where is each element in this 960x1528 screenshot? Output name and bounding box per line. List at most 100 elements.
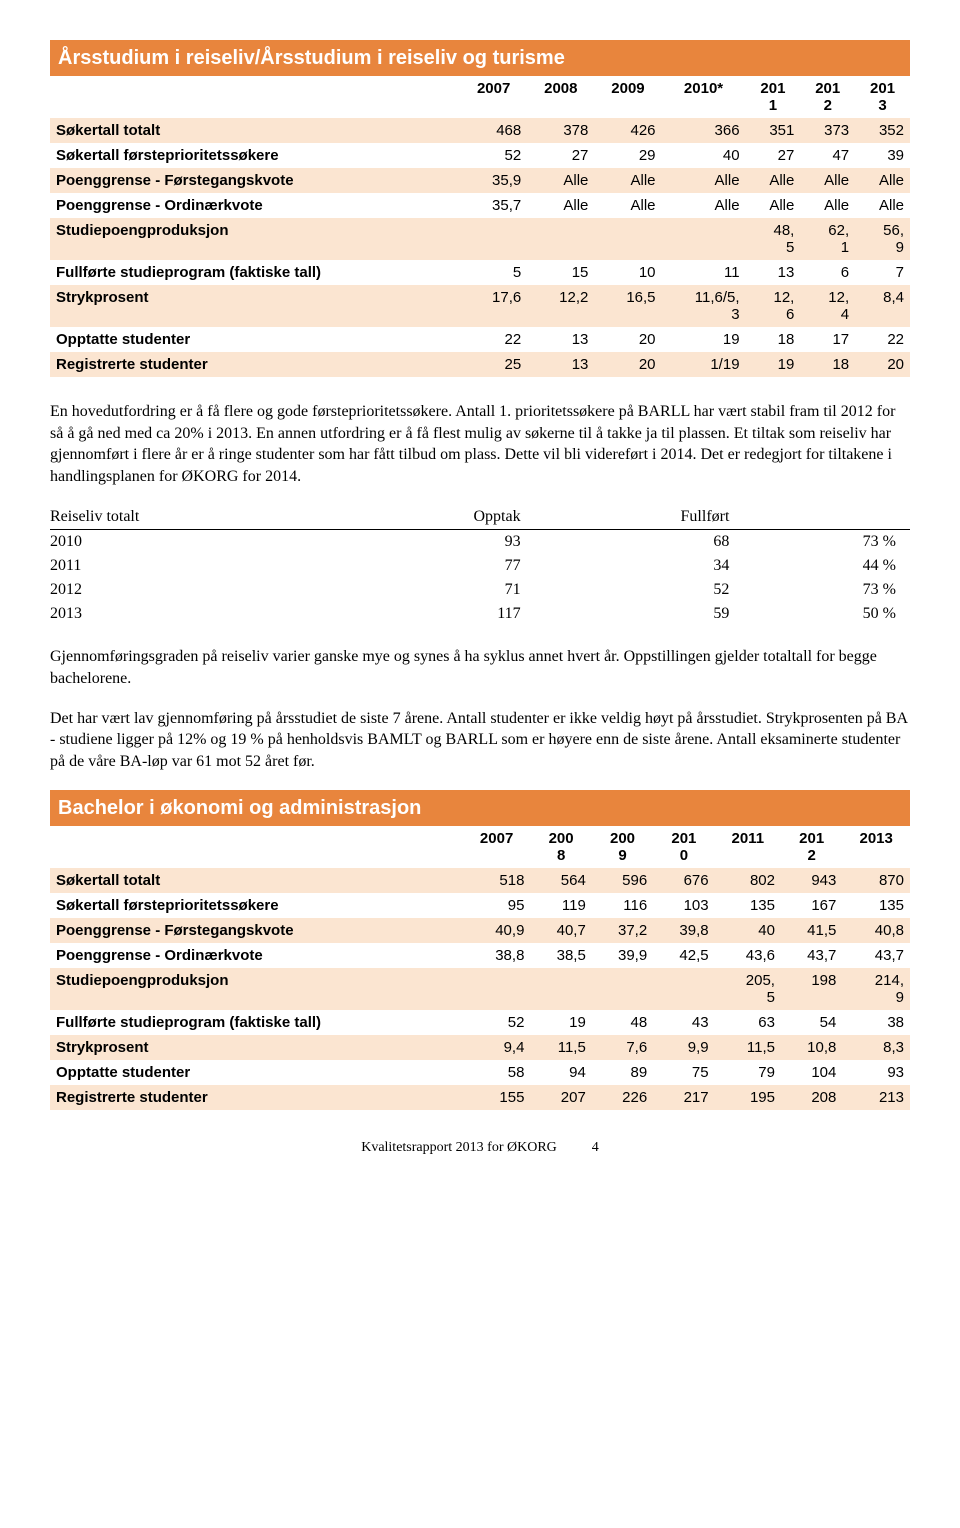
cell: 56, 9 bbox=[855, 218, 910, 260]
table-row: Fullførte studieprogram (faktiske tall)5… bbox=[50, 1010, 910, 1035]
footer-text: Kvalitetsrapport 2013 for ØKORG bbox=[361, 1140, 557, 1155]
row-label: Poenggrense - Ordinærkvote bbox=[50, 943, 463, 968]
table1-header-2012: 201 2 bbox=[800, 76, 855, 118]
cell: Alle bbox=[800, 193, 855, 218]
cell: 35,7 bbox=[460, 193, 527, 218]
paragraph-lav-gjennomforing: Det har vært lav gjennomføring på årsstu… bbox=[50, 708, 910, 773]
cell: 8,4 bbox=[855, 285, 910, 327]
table-row: 2012715273 % bbox=[50, 578, 910, 602]
table-row: Søkertall førsteprioritetssøkere95119116… bbox=[50, 893, 910, 918]
cell: 2012 bbox=[50, 578, 331, 602]
row-label: Søkertall totalt bbox=[50, 118, 460, 143]
cell: 18 bbox=[746, 327, 801, 352]
cell: 79 bbox=[715, 1060, 781, 1085]
cell: 518 bbox=[463, 868, 531, 893]
cell: 18 bbox=[800, 352, 855, 377]
cell: 75 bbox=[653, 1060, 714, 1085]
small-h2: Fullført bbox=[535, 505, 744, 530]
cell: 94 bbox=[530, 1060, 591, 1085]
cell: 73 % bbox=[743, 530, 910, 555]
table1-header-2011: 201 1 bbox=[746, 76, 801, 118]
cell bbox=[530, 968, 591, 1010]
cell: 135 bbox=[715, 893, 781, 918]
row-label: Fullførte studieprogram (faktiske tall) bbox=[50, 1010, 463, 1035]
table2-header-2011: 2011 bbox=[715, 826, 781, 868]
cell: 29 bbox=[594, 143, 661, 168]
table2-title: Bachelor i økonomi og administrasjon bbox=[50, 790, 910, 826]
cell: 58 bbox=[463, 1060, 531, 1085]
cell: 93 bbox=[842, 1060, 910, 1085]
row-label: Fullførte studieprogram (faktiske tall) bbox=[50, 260, 460, 285]
page-footer: Kvalitetsrapport 2013 for ØKORG 4 bbox=[50, 1140, 910, 1156]
cell: 8,3 bbox=[842, 1035, 910, 1060]
cell: 10,8 bbox=[781, 1035, 842, 1060]
row-label: Strykprosent bbox=[50, 1035, 463, 1060]
cell: 11,5 bbox=[530, 1035, 591, 1060]
row-label: Poenggrense - Ordinærkvote bbox=[50, 193, 460, 218]
row-label: Poenggrense - Førstegangskvote bbox=[50, 168, 460, 193]
cell: 676 bbox=[653, 868, 714, 893]
table-row: Poenggrense - Førstegangskvote35,9AlleAl… bbox=[50, 168, 910, 193]
cell: 5 bbox=[460, 260, 527, 285]
table2-header-2008: 200 8 bbox=[530, 826, 591, 868]
cell: 596 bbox=[592, 868, 653, 893]
table-row: Poenggrense - Ordinærkvote35,7AlleAlleAl… bbox=[50, 193, 910, 218]
cell: 20 bbox=[594, 327, 661, 352]
row-label: Studiepoengproduksjon bbox=[50, 968, 463, 1010]
cell: 1/19 bbox=[662, 352, 746, 377]
small-h0: Reiseliv totalt bbox=[50, 505, 331, 530]
table1-header-blank bbox=[50, 76, 460, 118]
cell: 116 bbox=[592, 893, 653, 918]
row-label: Søkertall førsteprioritetssøkere bbox=[50, 143, 460, 168]
cell: 2011 bbox=[50, 554, 331, 578]
table-row: Poenggrense - Ordinærkvote38,838,539,942… bbox=[50, 943, 910, 968]
table-row: Opptatte studenter22132019181722 bbox=[50, 327, 910, 352]
row-label: Søkertall totalt bbox=[50, 868, 463, 893]
table-row: 2010936873 % bbox=[50, 530, 910, 555]
cell: 43,7 bbox=[842, 943, 910, 968]
table-row: 20131175950 % bbox=[50, 602, 910, 626]
table-reiseliv: Årsstudium i reiseliv/Årsstudium i reise… bbox=[50, 40, 910, 377]
cell: 226 bbox=[592, 1085, 653, 1110]
cell: 7 bbox=[855, 260, 910, 285]
table1-header-2009: 2009 bbox=[594, 76, 661, 118]
cell: 93 bbox=[331, 530, 535, 555]
cell: 213 bbox=[842, 1085, 910, 1110]
table-row: Registrerte studenter1552072262171952082… bbox=[50, 1085, 910, 1110]
row-label: Registrerte studenter bbox=[50, 1085, 463, 1110]
cell: 40,9 bbox=[463, 918, 531, 943]
cell: 468 bbox=[460, 118, 527, 143]
cell: Alle bbox=[855, 193, 910, 218]
cell: 16,5 bbox=[594, 285, 661, 327]
cell: 27 bbox=[527, 143, 594, 168]
cell: 40,7 bbox=[530, 918, 591, 943]
cell: 43 bbox=[653, 1010, 714, 1035]
cell: 89 bbox=[592, 1060, 653, 1085]
cell: 6 bbox=[800, 260, 855, 285]
cell: 62, 1 bbox=[800, 218, 855, 260]
cell: 37,2 bbox=[592, 918, 653, 943]
cell: 19 bbox=[746, 352, 801, 377]
table-row: Søkertall førsteprioritetssøkere52272940… bbox=[50, 143, 910, 168]
cell: 207 bbox=[530, 1085, 591, 1110]
table1-header-2007: 2007 bbox=[460, 76, 527, 118]
cell: 13 bbox=[746, 260, 801, 285]
cell: 52 bbox=[535, 578, 744, 602]
cell: 195 bbox=[715, 1085, 781, 1110]
cell: 11,5 bbox=[715, 1035, 781, 1060]
cell: 943 bbox=[781, 868, 842, 893]
cell: 48 bbox=[592, 1010, 653, 1035]
small-h3 bbox=[743, 505, 910, 530]
cell: Alle bbox=[662, 168, 746, 193]
cell: 12, 4 bbox=[800, 285, 855, 327]
cell: 117 bbox=[331, 602, 535, 626]
table-reiseliv-totalt: Reiseliv totalt Opptak Fullført 20109368… bbox=[50, 505, 910, 626]
table-okonomi: Bachelor i økonomi og administrasjon 200… bbox=[50, 790, 910, 1110]
table2-colheaders: 2007 200 8 200 9 201 0 2011 201 2 2013 bbox=[50, 826, 910, 868]
cell: 38,8 bbox=[463, 943, 531, 968]
cell: 13 bbox=[527, 352, 594, 377]
small-table-header: Reiseliv totalt Opptak Fullført bbox=[50, 505, 910, 530]
table2-header-2010: 201 0 bbox=[653, 826, 714, 868]
row-label: Poenggrense - Førstegangskvote bbox=[50, 918, 463, 943]
cell: Alle bbox=[855, 168, 910, 193]
